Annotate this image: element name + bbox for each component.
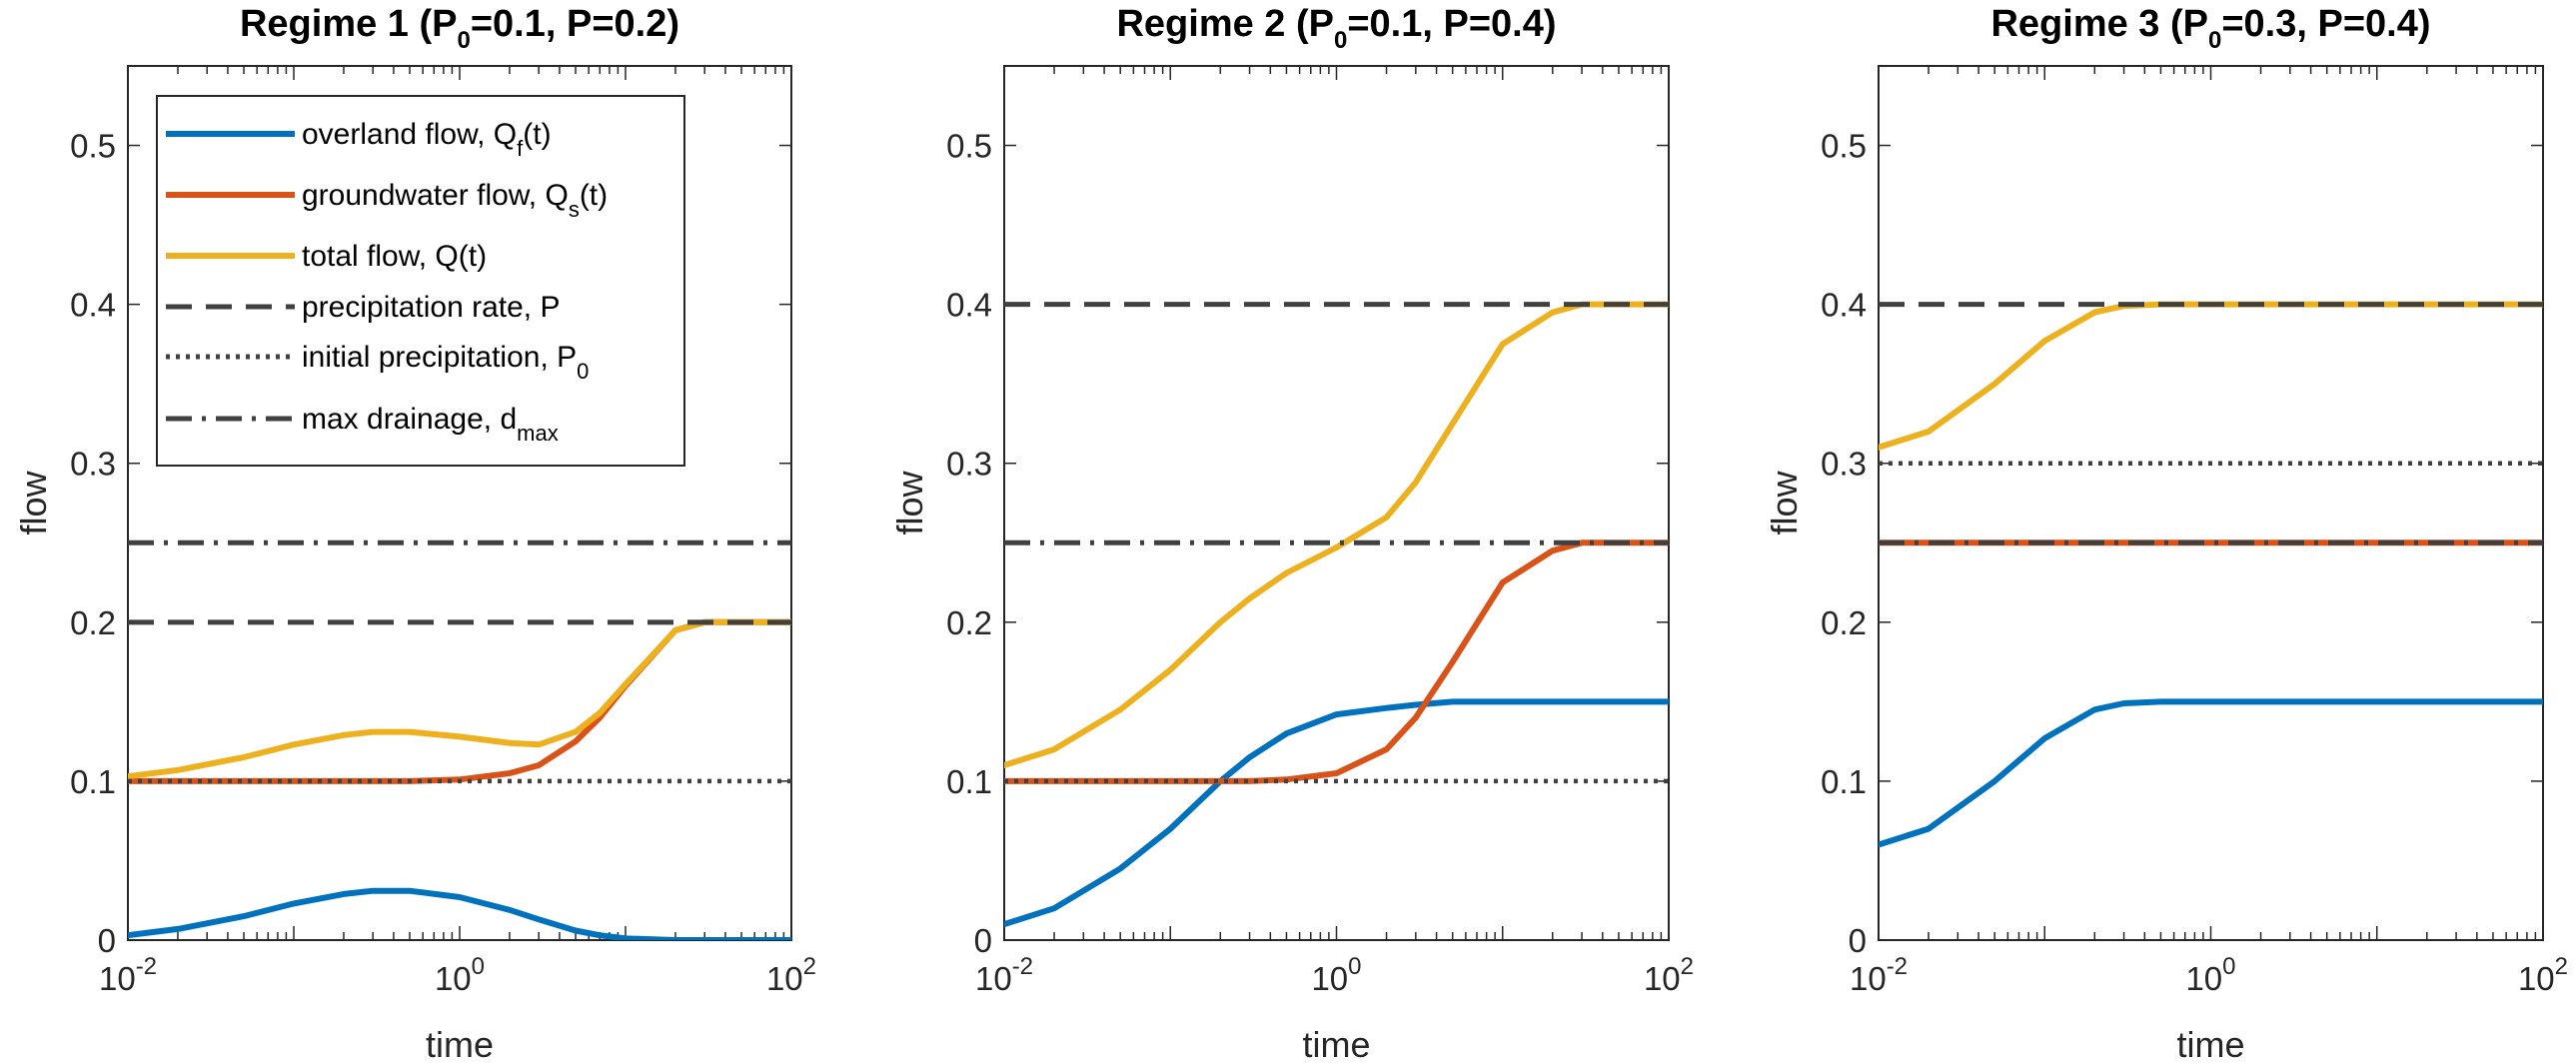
legend: overland flow, Qf(t) groundwater flow, Qs… [156,95,685,467]
y-tick-label: 0.1 [946,763,992,800]
x-tick-label: 10-2 [1850,953,1908,997]
x-tick-label: 100 [1311,953,1361,997]
x-tick-label: 10-2 [99,953,157,997]
x-tick-label: 100 [2185,953,2235,997]
y-tick-label: 0.5 [946,128,992,165]
series-line-groundwater [128,618,791,784]
series-line-overland [128,887,791,940]
legend-label-precipitation: precipitation rate, P [302,291,560,324]
x-axis-label: time [426,1024,494,1063]
y-tick-label: 0.5 [1821,128,1867,165]
chart-title: Regime 1 (P0=0.1, P=0.2) [240,3,679,54]
legend-label-total: total flow, Q(t) [302,240,487,273]
y-tick-label: 0.4 [946,287,992,324]
y-tick-label: 0.2 [1821,604,1867,641]
x-axis-label: time [2176,1024,2244,1063]
x-tick-label: 10-2 [975,953,1033,997]
y-tick-label: 0.5 [70,128,116,165]
y-tick-label: 0 [98,922,116,959]
y-tick-label: 0.2 [946,604,992,641]
y-axis-label: flow [889,470,930,534]
axes-box [1878,65,2544,941]
panel-1: 0 0.1 0.2 0.3 0.4 0.5 10-2 100 102 time flow Regime… [13,3,816,1063]
panel-2: 0 0.1 0.2 0.3 0.4 0.5 10-2 100 102 time flow Regime… [889,3,1694,1063]
series-line-groundwater [1004,539,1669,784]
x-tick-label: 100 [435,953,485,997]
series-line-total [1004,301,1669,768]
y-tick-label: 0.4 [1821,287,1867,324]
legend-label-max_drainage: max drainage, dmax [302,403,559,446]
y-tick-label: 0.1 [1821,763,1867,800]
series-line-overland [1004,698,1669,928]
legend-label-initial_precipitation: initial precipitation, P0 [302,341,589,384]
y-axis-label: flow [1764,470,1805,534]
y-tick-label: 0.4 [70,287,116,324]
series-line-total [128,618,791,780]
y-tick-label: 0.3 [70,446,116,483]
plot-area [128,539,791,940]
x-tick-label: 102 [2518,953,2568,997]
legend-label-groundwater: groundwater flow, Qs(t) [302,179,608,222]
plot-area [1879,301,2543,848]
y-tick-label: 0 [974,922,992,959]
y-tick-label: 0.1 [70,763,116,800]
panel-3: 0 0.1 0.2 0.3 0.4 0.5 10-2 100 102 time flow Regime… [1764,3,2568,1063]
y-axis-label: flow [13,470,54,534]
plot-area [1004,301,1669,928]
y-tick-label: 0.3 [946,446,992,483]
x-tick-label: 102 [766,953,816,997]
x-axis-label: time [1302,1024,1370,1063]
y-tick-label: 0 [1849,922,1867,959]
chart-title: Regime 3 (P0=0.3, P=0.4) [1990,3,2430,54]
chart-title: Regime 2 (P0=0.1, P=0.4) [1116,3,1556,54]
x-tick-label: 102 [1644,953,1694,997]
series-line-total [1879,301,2543,451]
legend-label-overland: overland flow, Qf(t) [302,118,552,161]
y-tick-label: 0.2 [70,604,116,641]
legend-box [156,95,685,467]
y-tick-label: 0.3 [1821,446,1867,483]
series-line-overland [1879,698,2543,848]
axes-box [1003,65,1670,941]
